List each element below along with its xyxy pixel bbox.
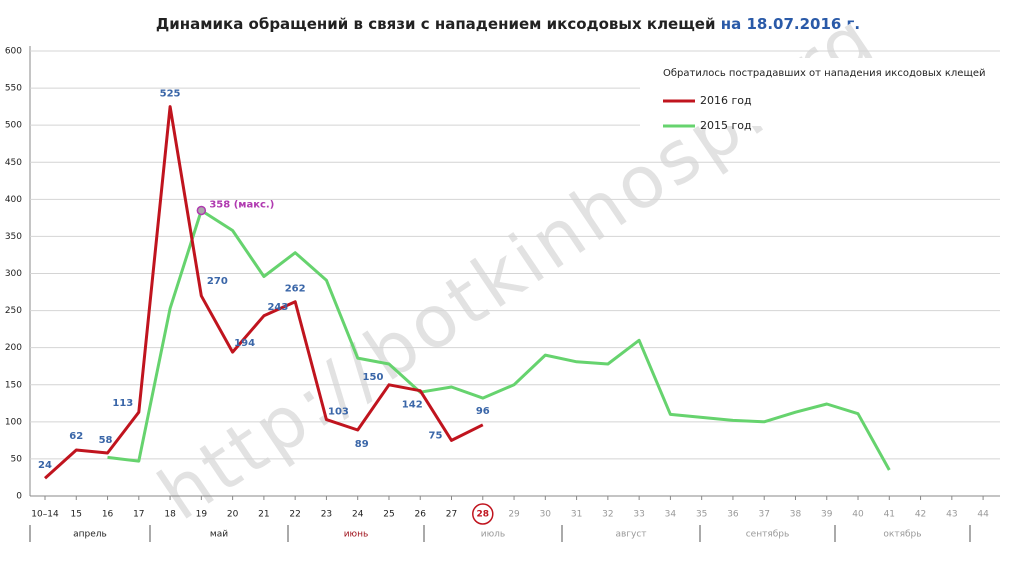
data-label: 113 bbox=[112, 398, 133, 409]
data-label: 525 bbox=[160, 89, 181, 100]
data-label: 62 bbox=[69, 431, 83, 442]
data-label: 270 bbox=[207, 276, 228, 287]
x-tick-label: 39 bbox=[821, 510, 833, 520]
data-label: 194 bbox=[234, 338, 255, 349]
title-text: Динамика обращений в связи с нападением … bbox=[156, 15, 716, 33]
x-tick-label: 35 bbox=[696, 510, 707, 520]
y-tick-label: 400 bbox=[5, 195, 22, 205]
x-tick-label: 28 bbox=[477, 510, 490, 520]
x-tick-label: 40 bbox=[852, 510, 864, 520]
x-tick-label: 29 bbox=[508, 510, 520, 520]
y-tick-label: 0 bbox=[16, 492, 22, 502]
legend-label: 2016 год bbox=[700, 94, 752, 107]
y-tick-label: 300 bbox=[5, 269, 22, 279]
x-tick-label: 26 bbox=[415, 510, 427, 520]
series-line bbox=[107, 209, 891, 471]
x-tick-label: 27 bbox=[446, 510, 457, 520]
x-tick-label: 36 bbox=[727, 510, 739, 520]
x-tick-label: 42 bbox=[915, 510, 926, 520]
x-tick-label: 24 bbox=[352, 510, 364, 520]
x-tick-label: 21 bbox=[258, 510, 269, 520]
month-label: август bbox=[615, 530, 646, 540]
x-tick-label: 31 bbox=[571, 510, 582, 520]
data-label: 58 bbox=[99, 435, 113, 446]
data-label: 103 bbox=[328, 407, 349, 418]
data-label: 243 bbox=[267, 302, 288, 313]
month-label: сентябрь bbox=[746, 530, 790, 540]
data-label: 150 bbox=[363, 372, 384, 383]
x-tick-label: 41 bbox=[884, 510, 895, 520]
x-tick-label: 34 bbox=[665, 510, 677, 520]
data-label: 24 bbox=[38, 460, 52, 471]
y-tick-label: 500 bbox=[5, 121, 22, 131]
x-tick-label: 32 bbox=[602, 510, 613, 520]
x-tick-label: 22 bbox=[289, 510, 300, 520]
x-tick-label: 16 bbox=[102, 510, 114, 520]
month-label: июнь bbox=[344, 530, 369, 540]
data-label: 262 bbox=[285, 284, 306, 295]
x-tick-label: 25 bbox=[383, 510, 394, 520]
annotation: 358 (макс.) bbox=[209, 199, 274, 210]
month-label: апрель bbox=[73, 530, 107, 540]
chart-title: Динамика обращений в связи с нападением … bbox=[156, 15, 860, 33]
data-label: 142 bbox=[402, 400, 423, 411]
y-tick-label: 150 bbox=[5, 380, 22, 390]
y-tick-label: 200 bbox=[5, 343, 22, 353]
x-tick-label: 44 bbox=[977, 510, 989, 520]
month-label: июль bbox=[481, 530, 505, 540]
x-tick-label: 18 bbox=[164, 510, 176, 520]
x-tick-label: 19 bbox=[196, 510, 208, 520]
x-tick-label: 37 bbox=[758, 510, 769, 520]
x-tick-label: 15 bbox=[71, 510, 82, 520]
current-week-marker bbox=[472, 503, 494, 525]
x-tick-label: 20 bbox=[227, 510, 239, 520]
data-label: 96 bbox=[476, 406, 490, 417]
title-date: на 18.07.2016 г. bbox=[721, 15, 860, 33]
x-tick-label: 23 bbox=[321, 510, 332, 520]
series-line bbox=[43, 105, 484, 480]
y-tick-label: 450 bbox=[5, 158, 22, 168]
y-tick-label: 550 bbox=[5, 84, 22, 94]
y-tick-label: 250 bbox=[5, 306, 22, 316]
x-tick-label: 17 bbox=[133, 510, 144, 520]
x-tick-label: 10–14 bbox=[31, 510, 59, 520]
y-tick-label: 100 bbox=[5, 417, 22, 427]
y-tick-label: 600 bbox=[5, 47, 22, 57]
legend-box bbox=[640, 58, 1000, 126]
x-tick-label: 43 bbox=[946, 510, 957, 520]
data-label: 89 bbox=[355, 439, 369, 450]
month-label: октябрь bbox=[883, 530, 921, 540]
data-label: 75 bbox=[429, 430, 443, 441]
x-tick-label: 30 bbox=[540, 510, 552, 520]
legend-label: 2015 год bbox=[700, 119, 752, 132]
legend-title: Обратилось пострадавших от нападения икс… bbox=[663, 68, 986, 79]
x-tick-label: 38 bbox=[790, 510, 802, 520]
month-label: май bbox=[210, 530, 228, 540]
annotation-marker bbox=[196, 205, 207, 216]
y-tick-label: 50 bbox=[11, 454, 23, 464]
x-tick-label: 33 bbox=[633, 510, 644, 520]
y-tick-label: 350 bbox=[5, 232, 22, 242]
